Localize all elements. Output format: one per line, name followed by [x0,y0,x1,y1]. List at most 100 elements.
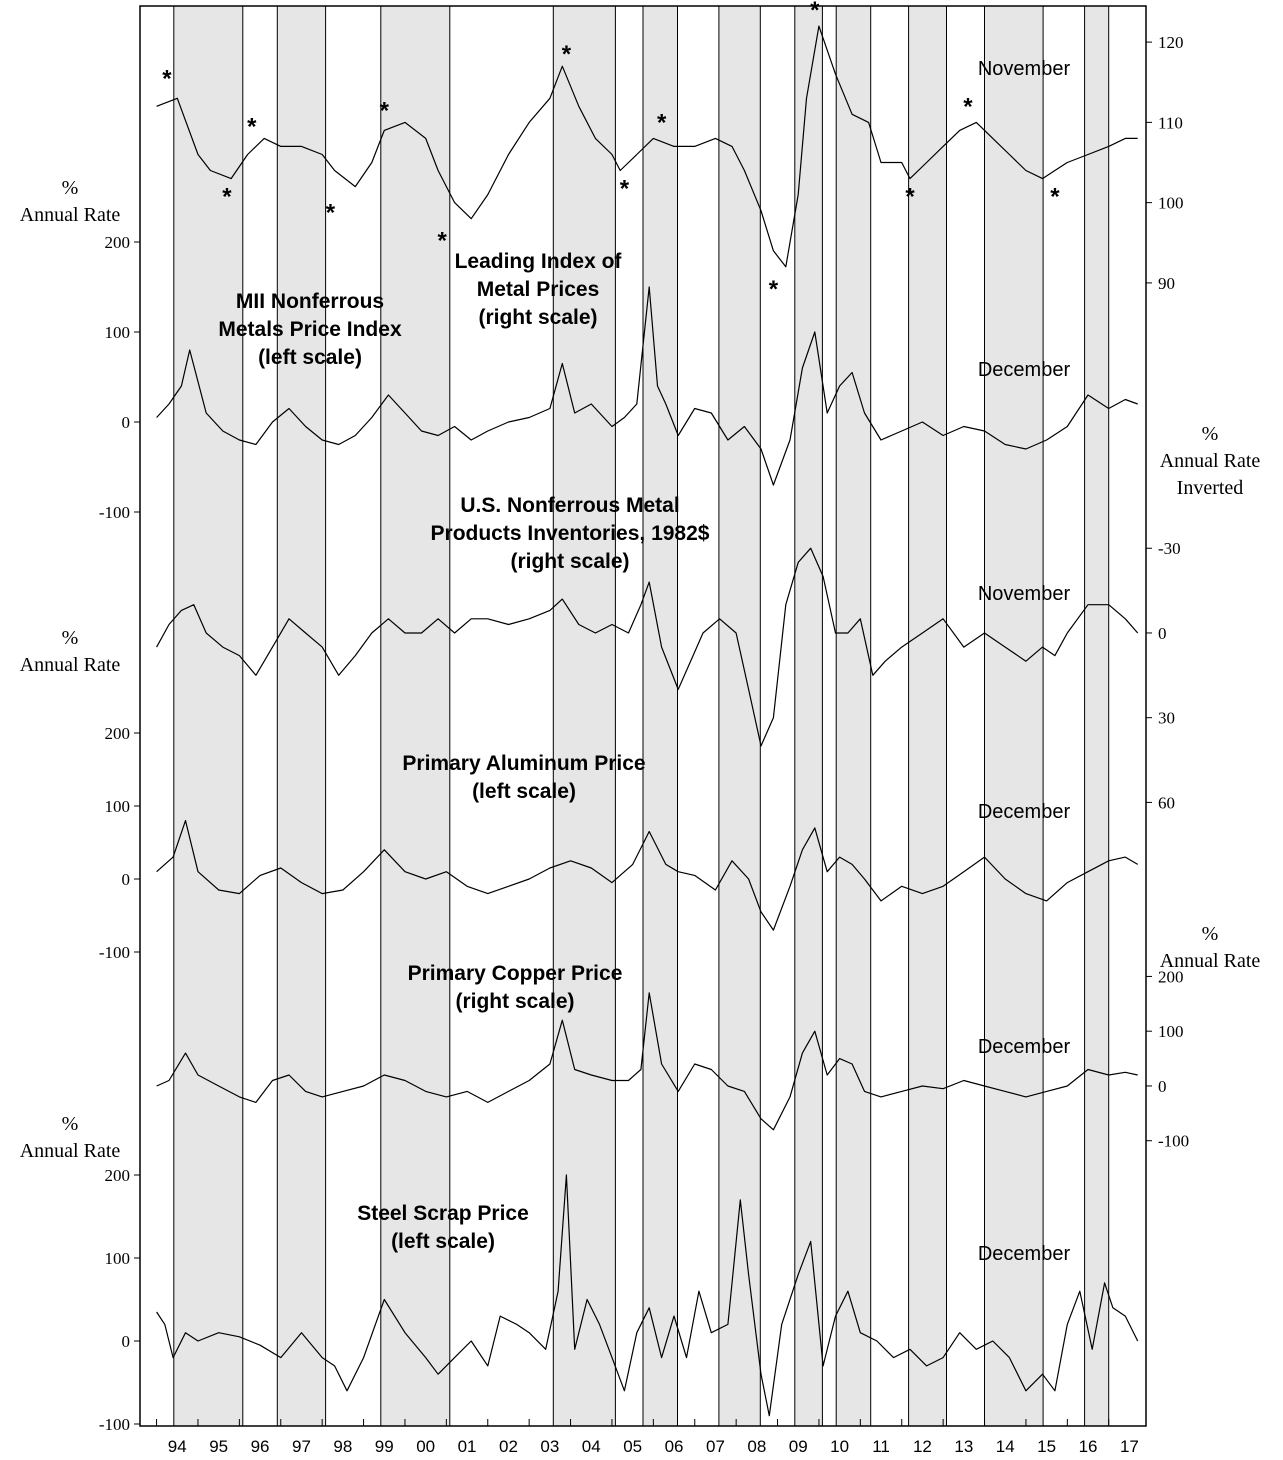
x-tick-label-14: 14 [996,1437,1015,1456]
tick-label-aluminum-2: 0 [122,870,131,889]
shaded-periods [173,5,1110,1427]
turning-point-asterisk-1: * [162,65,172,92]
tick-label-us-inventories-3: 60 [1158,793,1175,812]
axis-unit-steel-scrap-1: Annual Rate [20,1140,121,1162]
x-tick-label-96: 96 [251,1437,270,1456]
tick-label-steel-scrap-1: 100 [105,1249,131,1268]
shaded-period-4 [552,5,616,1427]
panel-us-inventories: -30 0 30 60% Annual Rate Inverted U.S. Nonferr… [156,423,1261,812]
shaded-period-8 [835,5,872,1427]
axis-unit-us-inventories-2: Inverted [1177,477,1244,499]
tick-label-copper-2: 0 [1158,1077,1167,1096]
turning-point-asterisk-10: * [769,276,779,303]
shaded-period-6 [718,5,761,1427]
turning-point-asterisk-9: * [657,109,667,136]
series-label-leading-index-1: Metal Prices [477,278,600,301]
shaded-period-2 [276,5,327,1427]
series-line-us-inventories [156,547,1139,747]
x-tick-label-04: 04 [582,1437,601,1456]
latest-month-copper: December [978,1036,1071,1058]
panel-aluminum: 200 100 0 -100% Annual Rate Primary Aluminum … [20,627,1139,962]
turning-point-asterisk-2: * [222,184,232,211]
tick-label-leading-index-2: 100 [1158,194,1184,213]
x-tick-label-15: 15 [1037,1437,1056,1456]
series-label-us-inventories-2: (right scale) [510,550,629,573]
tick-label-leading-index-0: 120 [1158,33,1184,52]
shaded-period-3 [380,5,451,1427]
latest-month-leading-index: November [978,58,1071,80]
x-tick-label-16: 16 [1079,1437,1098,1456]
series-label-copper-0: Primary Copper Price [408,962,623,985]
tick-label-copper-0: 200 [1158,967,1184,986]
series-label-mii-nonferrous-1: Metals Price Index [218,318,402,341]
turning-point-asterisk-12: * [905,184,915,211]
x-tick-label-12: 12 [913,1437,932,1456]
x-tick-label-00: 00 [416,1437,435,1456]
x-tick-label-03: 03 [540,1437,559,1456]
axis-unit-us-inventories-1: Annual Rate [1160,450,1261,472]
turning-point-asterisk-3: * [247,113,257,140]
x-tick-label-08: 08 [747,1437,766,1456]
tick-label-leading-index-1: 110 [1158,113,1183,132]
x-tick-label-05: 05 [623,1437,642,1456]
shaded-period-1 [173,5,244,1427]
series-label-us-inventories-1: Products Inventories, 1982$ [431,522,710,545]
x-tick-label-17: 17 [1120,1437,1139,1456]
axis-unit-aluminum-0: % [62,627,79,649]
axis-unit-copper-0: % [1202,923,1219,945]
axis-unit-steel-scrap-0: % [62,1113,79,1135]
turning-point-asterisk-5: * [380,97,390,124]
series-label-steel-scrap-1: (left scale) [391,1230,495,1253]
series-line-steel-scrap [156,1174,1139,1417]
shaded-period-5 [642,5,678,1427]
turning-point-asterisk-14: * [1050,184,1060,211]
tick-label-aluminum-3: -100 [99,943,130,962]
tick-label-mii-nonferrous-1: 100 [105,323,131,342]
x-tick-label-97: 97 [292,1437,311,1456]
axis-unit-aluminum-1: Annual Rate [20,654,121,676]
tick-label-mii-nonferrous-0: 200 [105,233,131,252]
series-line-mii-nonferrous [156,286,1138,486]
panel-leading-index: 120 110 100 90 Leading Index of Metal Prices (… [156,0,1184,329]
x-tick-label-02: 02 [499,1437,518,1456]
tick-label-steel-scrap-0: 200 [105,1166,131,1185]
series-label-steel-scrap-0: Steel Scrap Price [357,1202,529,1225]
x-tick-label-07: 07 [706,1437,725,1456]
latest-month-us-inventories: November [978,583,1071,605]
tick-label-aluminum-0: 200 [105,724,131,743]
latest-month-aluminum: December [978,801,1071,823]
x-tick-label-01: 01 [458,1437,477,1456]
series-line-leading-index [156,25,1138,268]
axis-unit-us-inventories-0: % [1202,423,1219,445]
panel-steel-scrap: 200 100 0 -100% Annual Rate Steel Scrap Price… [20,1113,1139,1434]
axis-unit-copper-1: Annual Rate [1160,950,1261,972]
shaded-period-11 [1084,5,1110,1427]
x-tick-label-94: 94 [168,1437,187,1456]
tick-label-copper-3: -100 [1158,1132,1189,1151]
shaded-period-10 [984,5,1044,1427]
latest-month-steel-scrap: December [978,1243,1071,1265]
turning-point-asterisk-11: * [810,0,820,24]
series-label-leading-index-0: Leading Index of [455,250,623,273]
shaded-period-9 [908,5,947,1427]
x-tick-label-10: 10 [830,1437,849,1456]
series-label-copper-1: (right scale) [455,990,574,1013]
series-line-aluminum [156,820,1139,931]
x-tick-label-95: 95 [209,1437,228,1456]
panel-copper: 200 100 0 -100% Annual Rate Primary Copper Pr… [156,923,1261,1151]
tick-label-us-inventories-1: 0 [1158,624,1167,643]
tick-label-aluminum-1: 100 [105,797,131,816]
tick-label-copper-1: 100 [1158,1022,1184,1041]
series-label-aluminum-1: (left scale) [472,780,576,803]
x-tick-label-13: 13 [954,1437,973,1456]
tick-label-us-inventories-2: 30 [1158,709,1175,728]
tick-label-us-inventories-0: -30 [1158,539,1181,558]
series-line-copper [156,992,1138,1131]
x-axis: 94 95 96 97 98 99 00 01 02 03 04 05 06 07 08 09 10 11 12 13… [156,1419,1139,1456]
plot-frame [139,5,1147,1427]
series-label-aluminum-0: Primary Aluminum Price [402,752,645,775]
tick-label-leading-index-3: 90 [1158,274,1175,293]
chart-panels: 120 110 100 90 Leading Index of Metal Prices (… [20,0,1261,1434]
x-tick-label-06: 06 [665,1437,684,1456]
